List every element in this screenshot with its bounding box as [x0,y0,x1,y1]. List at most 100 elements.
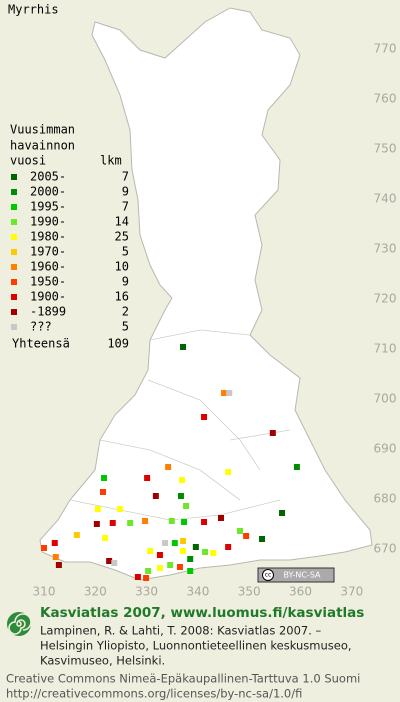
y-grid-label: 770 [374,42,397,56]
legend-label: 1995- [30,200,66,214]
occurrence [180,344,187,350]
y-grid-label: 730 [374,242,397,256]
legend-count: 14 [115,215,129,229]
occurrence [51,540,58,546]
occurrence [156,565,163,571]
occurrence [165,464,172,470]
legend-count: 16 [115,290,129,304]
occurrence [201,519,208,525]
x-grid-label: 340 [186,585,209,599]
occurrence [176,564,183,570]
citation: Kasvimuseo, Helsinki. [40,654,165,668]
occurrence [293,464,300,470]
y-grid-label: 700 [374,392,397,406]
occurrence [94,506,101,512]
occurrence [210,550,217,556]
legend-swatch [11,204,17,210]
occurrence [181,519,188,525]
legend-count: 7 [122,170,129,184]
legend-label: 1950- [30,275,66,289]
legend-swatch [11,264,17,270]
x-grid-label: 330 [135,585,158,599]
license: Creative Commons Nimeä-Epäkaupallinen-Ta… [6,672,360,686]
x-grid-label: 320 [84,585,107,599]
x-grid-label: 370 [340,585,363,599]
occurrence [192,544,199,550]
occurrence [156,552,163,558]
occurrence [201,414,208,420]
y-grid-label: 720 [374,292,397,306]
legend-count: 10 [115,260,129,274]
legend-swatch [11,219,17,225]
occurrence [225,544,232,550]
occurrence [225,469,232,475]
x-grid-label: 360 [289,585,312,599]
y-grid-label: 740 [374,192,397,206]
legend-swatch [11,234,17,240]
occurrence [144,475,151,481]
y-grid-label: 710 [374,342,397,356]
legend-swatch [11,294,17,300]
citation: Helsingin Yliopisto, Luonnontieteellinen… [40,639,352,653]
legend-count: 9 [122,275,129,289]
occurrence [221,390,228,396]
occurrence [102,535,109,541]
occurrence [109,520,116,526]
legend-header: havainnon [10,139,75,153]
occurrence [162,540,169,546]
occurrence [202,549,209,555]
x-grid-label: 350 [238,585,261,599]
occurrence [183,503,190,509]
legend-swatch [11,174,17,180]
badge-box [257,567,335,583]
legend-total-label: Yhteensä [12,337,70,351]
occurrence [52,554,59,560]
citation: Lampinen, R. & Lahti, T. 2008: Kasviatla… [40,624,322,638]
occurrence [178,477,185,483]
occurrence [116,506,123,512]
legend-count: 2 [122,305,129,319]
y-grid-label: 760 [374,92,397,106]
x-grid-label: 310 [33,585,56,599]
occurrence [145,568,152,574]
legend-label: ??? [30,320,52,334]
legend-label: 2000- [30,185,66,199]
occurrence [127,520,134,526]
y-grid-label: 690 [374,442,397,456]
legend-label: 1900- [30,290,66,304]
legend-count-header: lkm [100,154,122,168]
badge-icon [262,569,274,581]
occurrence [269,430,276,436]
occurrence [217,515,224,521]
badge-text: BY-NC-SA [283,571,321,580]
finland-outline [39,7,373,581]
legend-swatch [11,189,17,195]
occurrence [93,521,100,527]
occurrence [101,475,108,481]
legend-count: 7 [122,200,129,214]
province-borders [69,329,291,521]
occurrence [41,545,47,551]
y-grid-label: 750 [374,142,397,156]
logo [7,612,32,636]
occurrence [167,562,174,568]
legend-swatch [11,249,17,255]
occurrence [111,560,118,566]
occurrence [180,538,187,544]
occurrence [55,562,62,568]
occurrence [143,575,150,581]
occurrence [187,556,194,562]
occurrence [177,493,184,499]
occurrence [171,540,178,546]
legend-swatch [11,309,17,315]
occurrence [152,493,159,499]
legend-count: 9 [122,185,129,199]
legend-label: 2005- [30,170,66,184]
legend-count: 5 [122,245,129,259]
footer-title: Kasviatlas 2007, www.luomus.fi/kasviatla… [40,605,364,621]
license-badge: cc BY-NC-SA [257,567,335,583]
occurrence [180,548,187,554]
species-title: Myrrhis [8,3,59,17]
legend-label: 1970- [30,245,66,259]
